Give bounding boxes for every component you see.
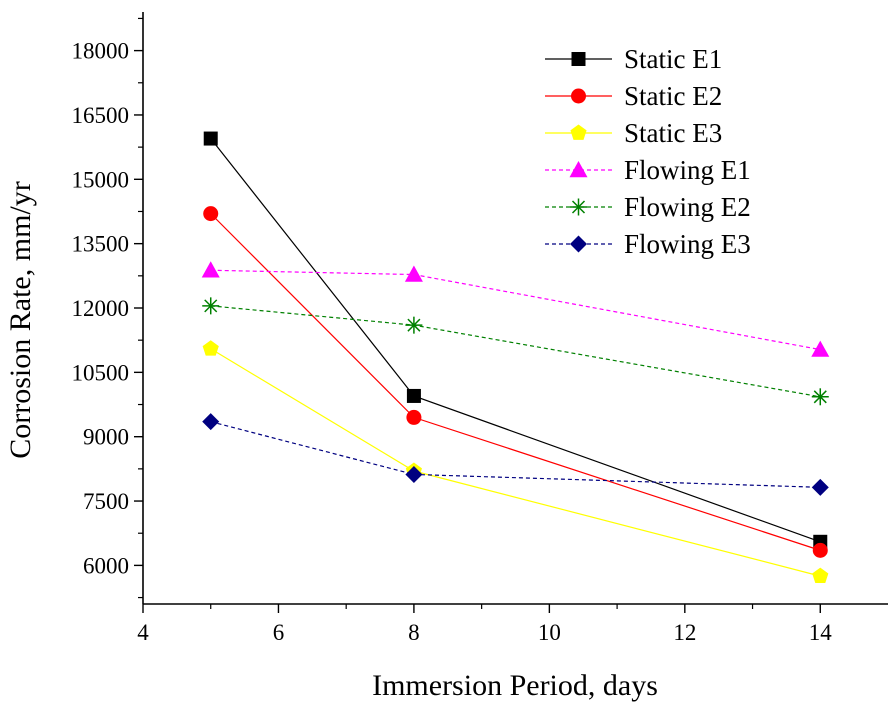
legend-item: Flowing E1 bbox=[545, 155, 751, 185]
y-tick-label: 12000 bbox=[72, 296, 130, 321]
x-tick-label: 8 bbox=[408, 620, 420, 645]
series-flowing-e3 bbox=[202, 413, 829, 496]
data-point bbox=[811, 340, 830, 357]
data-point bbox=[405, 465, 423, 483]
data-point bbox=[405, 316, 423, 334]
series-static-e2 bbox=[203, 206, 828, 558]
data-point bbox=[203, 131, 218, 146]
data-point bbox=[811, 478, 829, 496]
star-stroke bbox=[813, 390, 827, 404]
legend-marker bbox=[571, 52, 586, 66]
y-tick-label: 9000 bbox=[83, 425, 129, 450]
legend-label: Flowing E2 bbox=[624, 192, 751, 222]
data-point bbox=[812, 567, 829, 583]
legend-marker bbox=[570, 235, 587, 253]
legend-label: Static E1 bbox=[624, 44, 722, 74]
data-point bbox=[812, 542, 828, 558]
legend-marker bbox=[571, 88, 586, 104]
y-tick-label: 15000 bbox=[72, 167, 130, 192]
data-point bbox=[404, 265, 423, 282]
data-point bbox=[202, 297, 220, 315]
legend-marker bbox=[570, 198, 587, 216]
data-point bbox=[202, 340, 219, 356]
legend-label: Static E2 bbox=[624, 81, 722, 111]
series-group bbox=[201, 131, 830, 583]
y-tick-label: 7500 bbox=[83, 489, 129, 514]
data-point bbox=[406, 409, 422, 425]
star-stroke bbox=[571, 200, 586, 214]
legend-label: Flowing E1 bbox=[624, 155, 751, 185]
series-line bbox=[210, 269, 821, 351]
y-tick-label: 16500 bbox=[72, 103, 130, 128]
star-stroke bbox=[204, 299, 218, 313]
legend-item: Static E3 bbox=[545, 118, 722, 148]
series-line bbox=[210, 421, 821, 488]
legend-item: Static E2 bbox=[545, 81, 722, 111]
series-line bbox=[210, 348, 821, 577]
x-tick-label: 4 bbox=[137, 620, 149, 645]
x-axis-label: Immersion Period, days bbox=[372, 669, 658, 702]
legend: Static E1 Static E2 Static E3 Flowing E1 Flo… bbox=[545, 44, 751, 259]
star-stroke bbox=[407, 318, 421, 332]
data-point bbox=[811, 388, 829, 406]
series-static-e3 bbox=[202, 340, 829, 583]
legend-item: Flowing E2 bbox=[545, 192, 751, 222]
y-tick-label: 13500 bbox=[72, 232, 130, 257]
x-tick-label: 14 bbox=[809, 620, 833, 645]
legend-marker bbox=[570, 124, 587, 140]
x-tick-label: 12 bbox=[673, 620, 696, 645]
series-line bbox=[210, 213, 821, 551]
data-point bbox=[201, 261, 220, 278]
axes: 4 6 8 10 12 14 6000 7500 9000 10500 12000 13500 1500… bbox=[72, 12, 888, 645]
legend-marker bbox=[569, 161, 588, 178]
y-tick-label: 6000 bbox=[83, 553, 129, 578]
series-flowing-e1 bbox=[201, 261, 830, 357]
x-tick-label: 6 bbox=[273, 620, 285, 645]
y-axis-label: Corrosion Rate, mm/yr bbox=[4, 181, 37, 458]
data-point bbox=[406, 388, 421, 403]
x-tick-label: 10 bbox=[538, 620, 561, 645]
series-flowing-e2 bbox=[202, 297, 829, 406]
y-tick-label: 18000 bbox=[72, 39, 130, 64]
series-line bbox=[210, 305, 821, 398]
data-point bbox=[203, 206, 219, 222]
legend-item: Flowing E3 bbox=[545, 229, 751, 259]
legend-item: Static E1 bbox=[545, 44, 722, 74]
legend-label: Flowing E3 bbox=[624, 229, 751, 259]
legend-label: Static E3 bbox=[624, 118, 722, 148]
data-point bbox=[202, 413, 220, 431]
y-tick-label: 10500 bbox=[72, 360, 130, 385]
